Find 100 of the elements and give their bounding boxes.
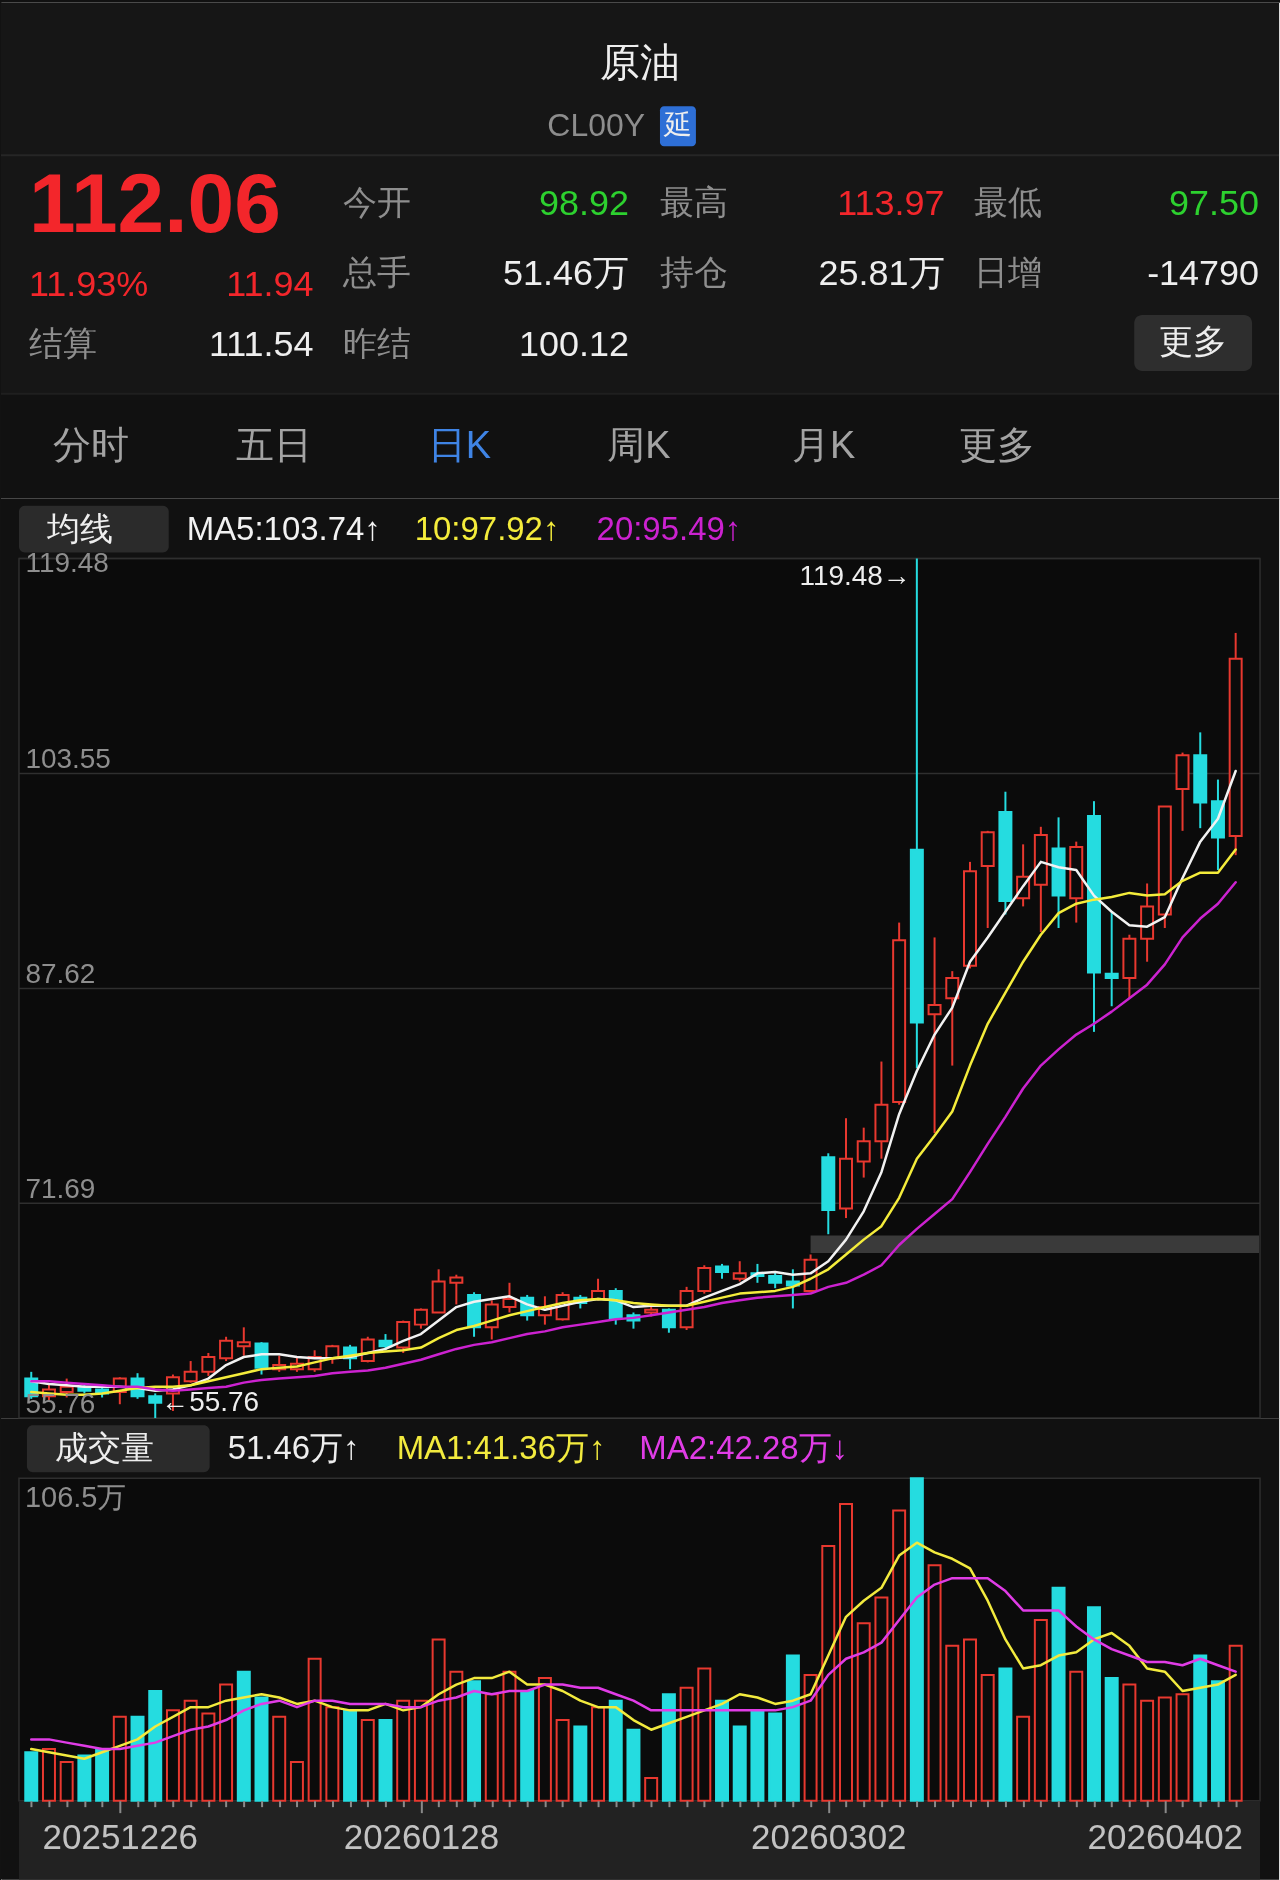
bar bbox=[201, 1712, 216, 1802]
text: 51.46万 bbox=[503, 252, 630, 294]
bar bbox=[413, 1699, 428, 1802]
text: MA2:42.28万↓ bbox=[639, 1429, 849, 1467]
bar bbox=[272, 1715, 287, 1802]
y-tick-label: 55.76 bbox=[25, 1387, 96, 1419]
bar bbox=[679, 1686, 694, 1802]
bar bbox=[1016, 1715, 1031, 1802]
text: 昨结 bbox=[343, 323, 412, 362]
text: 51.46万↑ bbox=[227, 1429, 360, 1467]
bar bbox=[378, 1719, 393, 1802]
bar bbox=[927, 1564, 942, 1802]
bar bbox=[715, 1699, 730, 1802]
bar bbox=[1228, 1644, 1243, 1802]
bar bbox=[573, 1725, 588, 1802]
bar bbox=[537, 1677, 552, 1802]
text: 11.93% bbox=[28, 263, 149, 305]
bar bbox=[874, 1596, 889, 1802]
bar bbox=[803, 1673, 818, 1802]
bar bbox=[1069, 1670, 1084, 1802]
annotation: 106.5万 bbox=[24, 1481, 127, 1514]
y-tick-label: 103.55 bbox=[25, 743, 111, 775]
text: 日K bbox=[427, 423, 491, 466]
text: 原油 bbox=[600, 40, 680, 85]
bar bbox=[183, 1699, 198, 1802]
text: 11.94 bbox=[226, 263, 314, 305]
bar bbox=[1175, 1693, 1190, 1802]
bar bbox=[41, 1748, 56, 1802]
bar bbox=[502, 1670, 517, 1802]
text: 10:97.92↑ bbox=[414, 509, 560, 547]
text: CL00Y bbox=[547, 107, 645, 144]
x-tick-label: 20260302 bbox=[751, 1817, 907, 1857]
bar bbox=[963, 1638, 977, 1802]
bar bbox=[289, 1760, 304, 1802]
y-tick-label: 87.62 bbox=[25, 957, 96, 989]
bar bbox=[821, 1544, 836, 1802]
text: 113.97 bbox=[837, 182, 945, 224]
text: 分时 bbox=[52, 423, 129, 466]
text: 更多 bbox=[1159, 321, 1228, 360]
text: 今开 bbox=[343, 183, 412, 222]
bar bbox=[449, 1670, 464, 1802]
text: MA5:103.74↑ bbox=[186, 509, 381, 547]
bar bbox=[307, 1657, 322, 1802]
bar bbox=[945, 1644, 960, 1802]
bar bbox=[1104, 1677, 1119, 1802]
bar bbox=[165, 1709, 180, 1802]
bar bbox=[24, 1751, 39, 1802]
y-tick-label: 71.69 bbox=[25, 1172, 96, 1204]
text: 111.54 bbox=[208, 322, 314, 364]
bar bbox=[95, 1748, 110, 1802]
text: 持仓 bbox=[659, 253, 728, 292]
legend-title: 成交量 bbox=[54, 1429, 154, 1467]
bar bbox=[484, 1693, 499, 1802]
y-tick-label: 119.48 bbox=[25, 547, 109, 579]
bar bbox=[644, 1777, 659, 1802]
x-tick-label: 20260128 bbox=[343, 1817, 500, 1857]
bar bbox=[77, 1754, 92, 1802]
text: 周K bbox=[607, 423, 671, 466]
text: 延 bbox=[662, 109, 692, 141]
bar bbox=[608, 1699, 623, 1802]
bar bbox=[112, 1715, 127, 1802]
bar bbox=[343, 1709, 358, 1802]
x-tick-label: 20251226 bbox=[42, 1817, 199, 1857]
text: 最高 bbox=[659, 183, 728, 222]
text: 最低 bbox=[974, 183, 1043, 222]
bar bbox=[1140, 1699, 1155, 1802]
bar bbox=[431, 1638, 446, 1802]
bar bbox=[626, 1728, 641, 1802]
bar bbox=[467, 1680, 482, 1802]
bar bbox=[219, 1683, 234, 1802]
bar bbox=[1210, 1680, 1225, 1802]
text: MA1:41.36万↑ bbox=[396, 1429, 606, 1467]
bar bbox=[785, 1654, 800, 1802]
bar bbox=[130, 1715, 145, 1802]
bar bbox=[325, 1706, 340, 1802]
text: 98.92 bbox=[539, 182, 630, 224]
bar bbox=[697, 1667, 712, 1802]
bar bbox=[591, 1706, 606, 1802]
bar bbox=[839, 1502, 853, 1802]
text: 20:95.49↑ bbox=[596, 509, 742, 547]
text: 更多 bbox=[959, 423, 1036, 466]
text: 五日 bbox=[235, 423, 312, 466]
text: 月K bbox=[792, 423, 856, 466]
bar bbox=[980, 1673, 995, 1802]
bar bbox=[1122, 1683, 1137, 1802]
bar bbox=[1193, 1654, 1208, 1802]
bar bbox=[998, 1667, 1013, 1802]
bar bbox=[768, 1712, 783, 1802]
x-tick-label: 20260402 bbox=[1087, 1817, 1244, 1857]
bar bbox=[1033, 1619, 1048, 1802]
bar bbox=[750, 1709, 765, 1802]
bar bbox=[148, 1690, 163, 1802]
text: 97.50 bbox=[1169, 182, 1260, 224]
legend-title: 均线 bbox=[45, 509, 113, 547]
bar bbox=[856, 1622, 871, 1802]
text: 日增 bbox=[974, 253, 1043, 292]
annotation: 119.48→ bbox=[799, 559, 911, 591]
text: 结算 bbox=[28, 323, 97, 362]
bar bbox=[520, 1690, 535, 1802]
bar bbox=[909, 1477, 924, 1802]
